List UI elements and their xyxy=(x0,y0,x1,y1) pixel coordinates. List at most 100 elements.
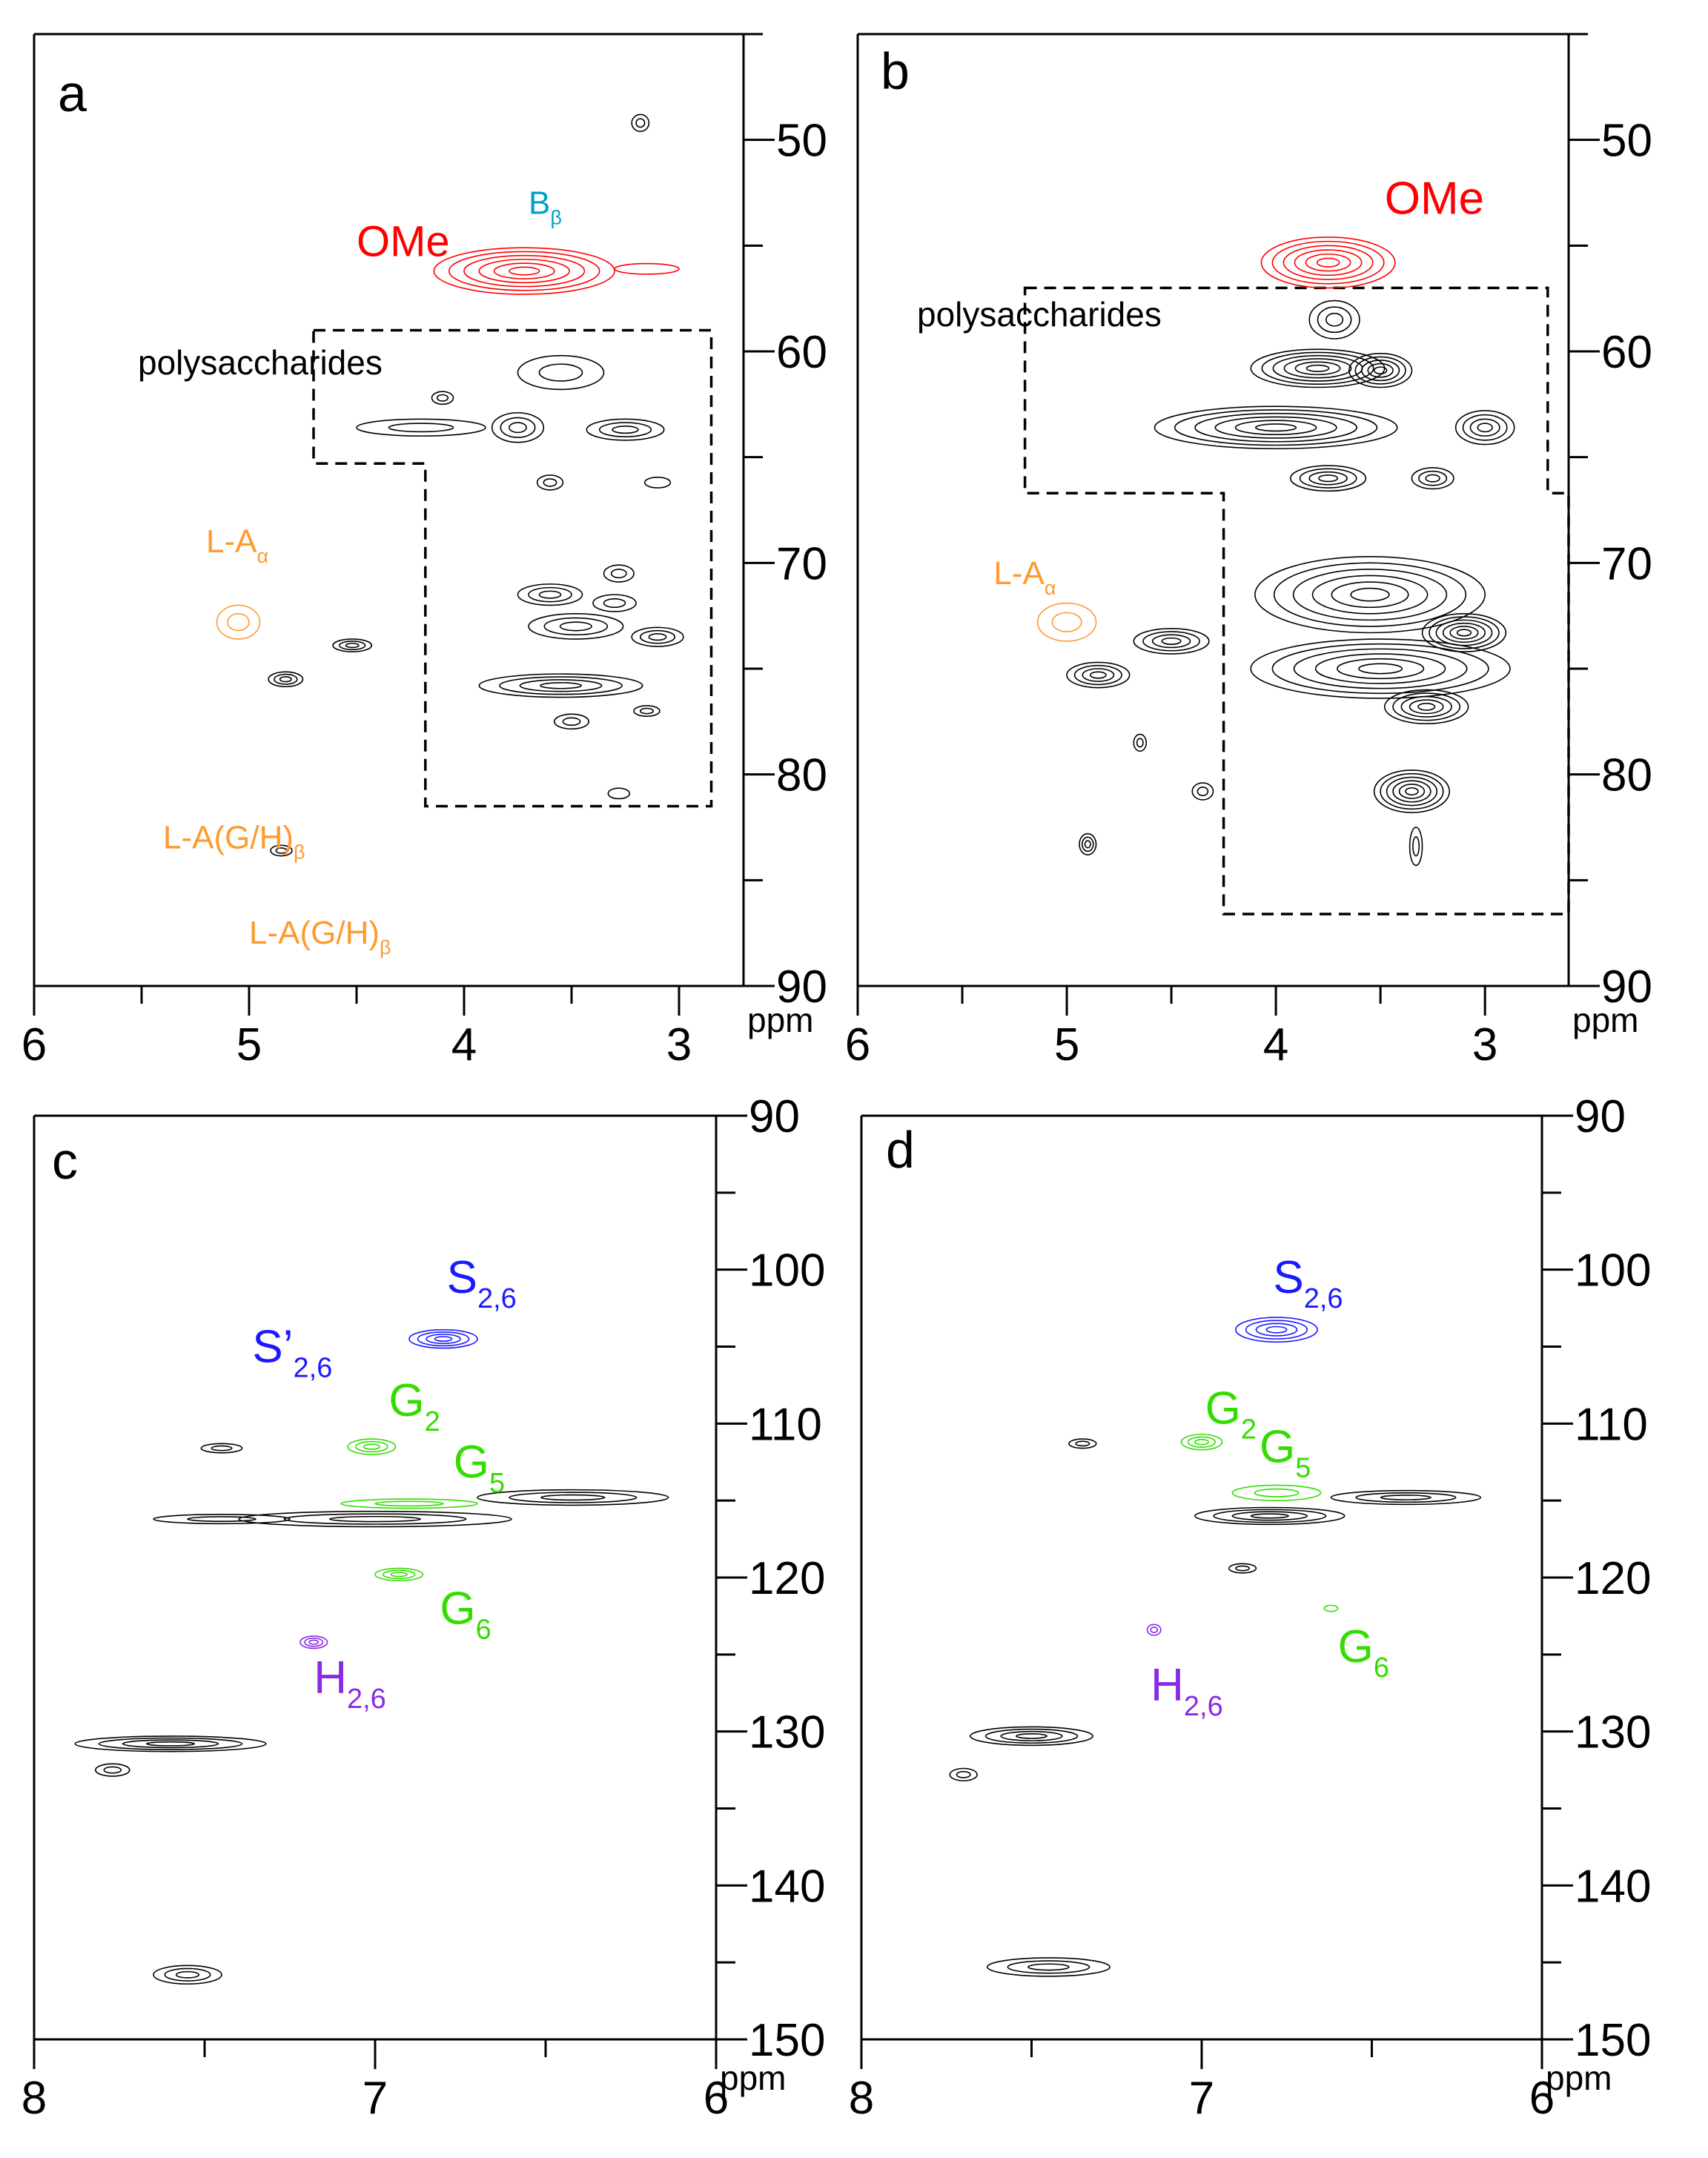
contour-level xyxy=(1417,702,1436,711)
y-tick-label: 50 xyxy=(776,116,827,167)
panel-label: c xyxy=(52,1132,78,1190)
contour-level xyxy=(1462,414,1508,441)
contour-peak xyxy=(1308,299,1360,340)
contour-level xyxy=(1261,351,1374,385)
contour-level xyxy=(436,394,449,402)
contour-level xyxy=(1330,1489,1482,1506)
x-tick-label: 4 xyxy=(451,1019,477,1070)
contour-level xyxy=(643,476,672,489)
contour-level xyxy=(448,251,600,291)
y-tick-label: 150 xyxy=(749,2015,825,2066)
contour-level xyxy=(648,633,667,641)
contour-peak xyxy=(491,411,545,443)
contour-level xyxy=(1456,629,1472,637)
contour-peak xyxy=(332,638,373,652)
contour-level xyxy=(1146,1624,1162,1636)
peak-annotation: H2,6 xyxy=(314,1652,386,1715)
contour-peak xyxy=(603,564,635,583)
x-tick-label: 3 xyxy=(1472,1019,1497,1070)
contour-peak xyxy=(607,787,631,800)
contour-level xyxy=(1350,587,1390,602)
contour-peak xyxy=(1153,406,1398,450)
x-axis-label: ppm xyxy=(1546,2059,1612,2097)
contour-level xyxy=(339,641,366,651)
panel-label: d xyxy=(886,1121,915,1179)
y-tick-label: 100 xyxy=(749,1245,825,1297)
contour-peak xyxy=(95,1763,130,1777)
contour-level xyxy=(1081,836,1094,853)
contour-level xyxy=(382,1569,416,1580)
y-tick-label: 150 xyxy=(1575,2015,1651,2066)
contour-level xyxy=(517,354,605,391)
contour-level xyxy=(283,1513,467,1525)
contour-peak xyxy=(200,1443,243,1454)
contour-level xyxy=(1231,1511,1308,1521)
contour-level xyxy=(1299,468,1357,489)
contour-level xyxy=(426,1334,461,1345)
peak-annotation: OMe xyxy=(1385,173,1484,225)
contour-level xyxy=(517,583,583,606)
contour-level xyxy=(1271,643,1489,695)
contour-level xyxy=(153,1514,291,1525)
panel-label: b xyxy=(881,42,910,100)
contour-level xyxy=(98,1737,243,1750)
contour-peak xyxy=(536,474,564,491)
contour-level xyxy=(1228,1563,1257,1574)
contour-level xyxy=(1409,827,1423,867)
y-tick-label: 60 xyxy=(776,327,827,378)
contour-level xyxy=(1411,467,1454,490)
contour-level xyxy=(631,113,650,133)
y-tick-label: 70 xyxy=(776,538,827,589)
contour-level xyxy=(363,1443,380,1450)
peak-annotation: G5 xyxy=(454,1437,505,1499)
y-tick-label: 60 xyxy=(1601,327,1652,378)
contour-level xyxy=(1133,733,1148,752)
contour-level xyxy=(332,638,373,652)
contour-level xyxy=(1311,575,1429,615)
contour-peak xyxy=(1254,555,1486,634)
contour-level xyxy=(1293,648,1468,689)
y-tick-label: 90 xyxy=(1601,961,1652,1013)
contour-level xyxy=(374,1500,444,1507)
contour-level xyxy=(279,676,292,683)
polysaccharides-label: polysaccharides xyxy=(917,295,1162,334)
contour-peak xyxy=(1133,733,1148,752)
x-tick-label: 8 xyxy=(849,2073,874,2124)
peak-annotation: L-Aα xyxy=(206,523,268,567)
contour-level xyxy=(328,1515,422,1523)
contour-peak xyxy=(1421,613,1507,652)
contour-level xyxy=(614,262,680,275)
contour-level xyxy=(345,642,360,649)
contour-peak xyxy=(1260,236,1396,289)
contour-level xyxy=(1454,410,1515,446)
contour-peak xyxy=(970,1726,1093,1747)
contour-peak xyxy=(478,673,643,698)
contour-peak xyxy=(1250,348,1386,388)
contour-level xyxy=(1323,1604,1339,1612)
plot-frame xyxy=(33,1114,718,2041)
contour-level xyxy=(1405,787,1419,796)
contour-level xyxy=(355,1440,388,1453)
contour-level xyxy=(95,1763,130,1777)
contour-level xyxy=(417,1331,470,1347)
contour-level xyxy=(1151,634,1191,649)
contour-level xyxy=(1265,1325,1288,1334)
contour-peak xyxy=(1409,827,1423,867)
contour-level xyxy=(1316,257,1340,268)
contour-peak xyxy=(517,354,605,391)
contour-level xyxy=(1392,692,1461,721)
contour-level xyxy=(374,1567,424,1581)
contour-level xyxy=(612,426,639,434)
contour-level xyxy=(519,679,603,692)
contour-level xyxy=(987,1957,1110,1977)
x-axis-label: ppm xyxy=(1572,1001,1638,1039)
contour-level xyxy=(1194,412,1357,443)
y-tick-label: 140 xyxy=(1575,1861,1651,1912)
contour-level xyxy=(1360,360,1400,382)
plot-frame xyxy=(33,33,745,987)
contour-peak xyxy=(340,1498,478,1509)
contour-level xyxy=(1136,738,1144,748)
y-tick-label: 120 xyxy=(749,1553,825,1604)
contour-level xyxy=(1235,1565,1251,1572)
